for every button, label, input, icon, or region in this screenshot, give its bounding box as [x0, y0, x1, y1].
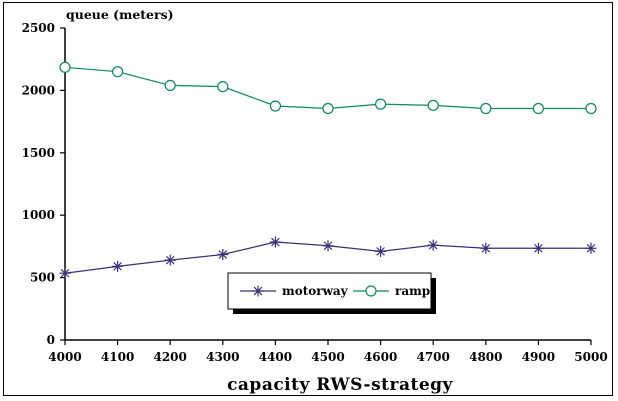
- series-layer: [59, 61, 597, 279]
- marker-circle: [365, 285, 377, 297]
- marker-circle: [532, 102, 545, 115]
- series-ramp: [59, 61, 597, 115]
- data-point-motorway: [480, 242, 492, 254]
- y-tick-label: 2000: [22, 83, 55, 97]
- marker-stroke: [271, 237, 280, 247]
- marker-stroke: [376, 247, 385, 256]
- chart-frame: [3, 2, 613, 396]
- x-tick-label: 4000: [48, 350, 81, 364]
- x-tick-label: 5000: [574, 350, 607, 364]
- x-axis-title: capacity RWS-strategy: [227, 375, 453, 395]
- x-tick-label: 4800: [469, 350, 502, 364]
- legend-item-ramp: ramp: [353, 284, 430, 298]
- marker-stroke: [113, 262, 122, 271]
- x-tick-label: 4100: [101, 350, 134, 364]
- marker-stroke: [165, 255, 175, 265]
- marker-stroke: [60, 268, 70, 278]
- data-point-motorway: [427, 239, 439, 251]
- data-point-motorway: [375, 245, 387, 257]
- legend-item-motorway: motorway: [240, 284, 349, 298]
- marker-stroke: [481, 243, 491, 253]
- data-point-motorway: [59, 267, 71, 279]
- data-point-ramp: [111, 66, 124, 78]
- data-point-ramp: [217, 81, 229, 93]
- data-point-ramp: [375, 98, 387, 110]
- x-axis-ticks: 4000 4100 4200 4300 4400 4500 4600 4700 4800 4900…: [48, 340, 608, 364]
- marker-circle: [427, 99, 439, 111]
- data-point-motorway: [112, 260, 124, 272]
- marker-stroke: [218, 250, 228, 259]
- data-point-ramp: [164, 79, 176, 92]
- legend-label-motorway: motorway: [282, 284, 349, 298]
- marker-stroke: [253, 286, 263, 296]
- legend-label-ramp: ramp: [395, 284, 430, 298]
- x-tick-label: 4600: [364, 350, 397, 364]
- marker-circle: [269, 100, 281, 112]
- marker-circle: [164, 79, 176, 92]
- legend: motorway ramp: [227, 272, 436, 314]
- data-point-ramp: [59, 61, 71, 73]
- data-point-motorway: [322, 240, 334, 252]
- y-axis-ticks: 0 500 1000 1500 2000 2500: [22, 21, 65, 347]
- y-tick-label: 1000: [22, 208, 55, 222]
- marker-circle: [322, 102, 334, 115]
- series-motorway: [59, 236, 597, 279]
- legend-marker-motorway: [252, 285, 264, 297]
- x-tick-label: 4500: [311, 350, 344, 364]
- marker-stroke: [586, 243, 596, 253]
- x-tick-label: 4400: [259, 350, 292, 364]
- marker-stroke: [428, 240, 438, 250]
- marker-circle: [111, 66, 124, 78]
- data-point-ramp: [269, 100, 281, 112]
- marker-circle: [375, 98, 387, 110]
- x-tick-label: 4700: [416, 350, 449, 364]
- data-point-ramp: [480, 102, 492, 115]
- series-line-ramp: [64, 66, 591, 110]
- data-point-motorway: [269, 236, 281, 248]
- data-point-motorway: [532, 242, 544, 254]
- x-tick-label: 4200: [153, 350, 186, 364]
- data-point-motorway: [164, 254, 176, 266]
- data-point-ramp: [427, 99, 439, 111]
- data-point-ramp: [322, 102, 334, 115]
- x-tick-label: 4900: [522, 350, 555, 364]
- legend-marker-ramp: [365, 285, 377, 297]
- marker-stroke: [534, 243, 543, 253]
- marker-circle: [217, 81, 229, 93]
- data-point-ramp: [585, 102, 597, 115]
- y-tick-label: 0: [47, 333, 55, 347]
- marker-circle: [585, 102, 597, 115]
- data-point-ramp: [532, 102, 545, 115]
- y-axis-title: queue (meters): [66, 7, 174, 22]
- y-tick-label: 1500: [22, 146, 55, 160]
- data-point-motorway: [217, 249, 229, 261]
- y-tick-label: 2500: [22, 21, 55, 35]
- y-tick-label: 500: [30, 271, 55, 285]
- x-tick-label: 4300: [206, 350, 239, 364]
- data-point-motorway: [585, 242, 597, 254]
- marker-stroke: [323, 241, 333, 251]
- marker-circle: [59, 61, 71, 73]
- marker-circle: [480, 102, 492, 115]
